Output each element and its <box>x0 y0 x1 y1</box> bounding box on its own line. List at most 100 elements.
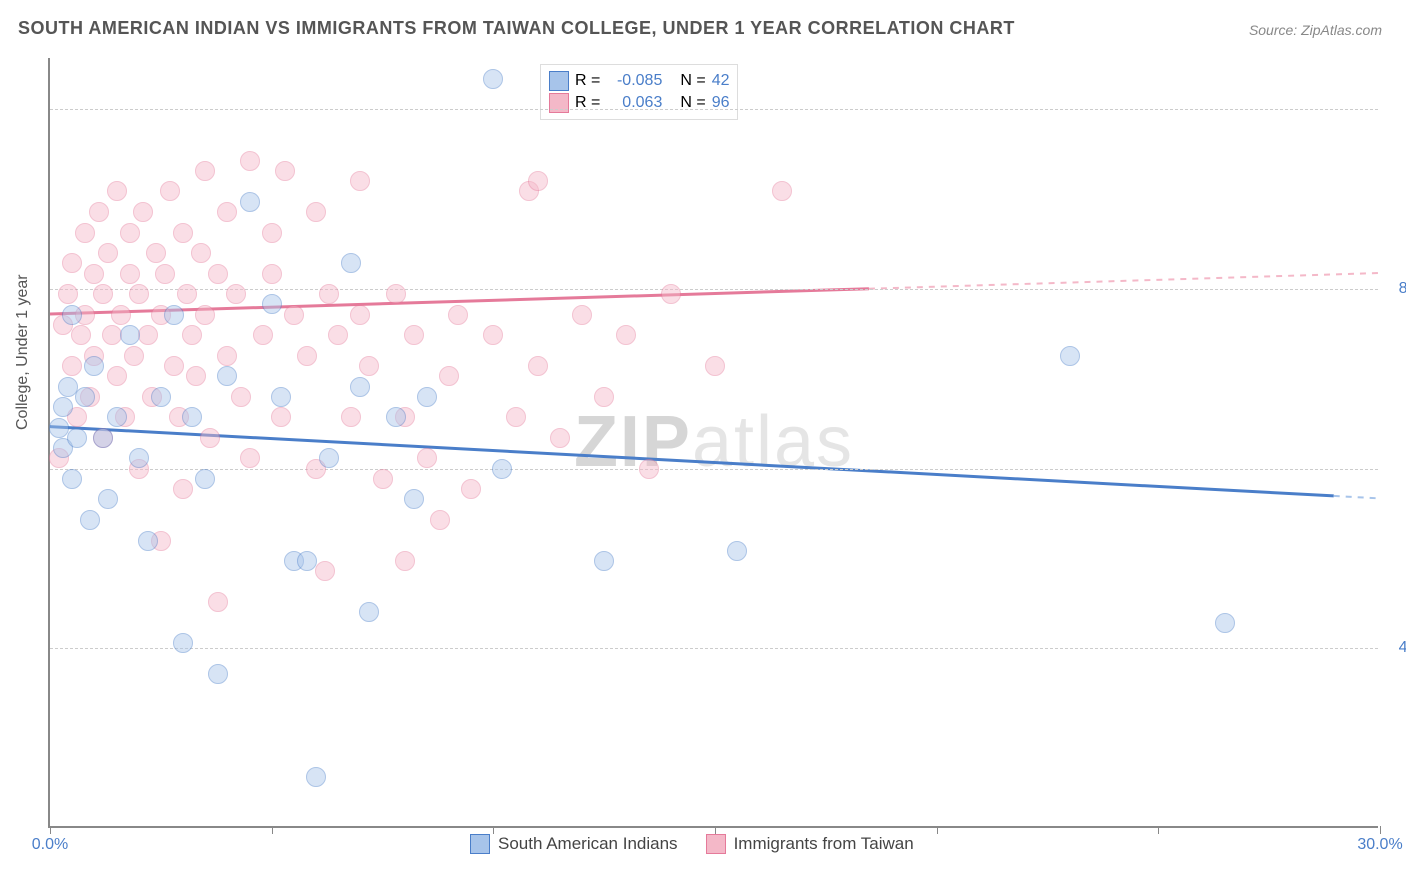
data-point-blue <box>84 356 104 376</box>
data-point-pink <box>164 356 184 376</box>
data-point-blue <box>62 305 82 325</box>
x-tick <box>1380 826 1381 834</box>
data-point-blue <box>217 366 237 386</box>
x-tick-label: 0.0% <box>32 836 68 854</box>
legend-row-blue: R = -0.085 N = 42 <box>549 71 729 91</box>
watermark-rest: atlas <box>692 402 854 482</box>
gridline-horizontal <box>50 648 1378 649</box>
data-point-pink <box>84 264 104 284</box>
data-point-pink <box>271 407 291 427</box>
data-point-pink <box>461 479 481 499</box>
data-point-pink <box>306 202 326 222</box>
data-point-pink <box>483 325 503 345</box>
data-point-blue <box>138 531 158 551</box>
data-point-blue <box>594 551 614 571</box>
data-point-pink <box>253 325 273 345</box>
data-point-pink <box>200 428 220 448</box>
data-point-blue <box>80 510 100 530</box>
data-point-pink <box>550 428 570 448</box>
legend-swatch-blue <box>549 71 569 91</box>
regression-lines-layer <box>50 58 1378 826</box>
data-point-pink <box>341 407 361 427</box>
data-point-pink <box>208 592 228 612</box>
regression-line <box>869 273 1378 289</box>
data-point-blue <box>208 664 228 684</box>
data-point-pink <box>297 346 317 366</box>
data-point-blue <box>306 767 326 787</box>
data-point-pink <box>417 448 437 468</box>
data-point-pink <box>75 223 95 243</box>
data-point-pink <box>439 366 459 386</box>
data-point-pink <box>528 171 548 191</box>
data-point-pink <box>231 387 251 407</box>
data-point-pink <box>71 325 91 345</box>
data-point-blue <box>107 407 127 427</box>
data-point-blue <box>53 397 73 417</box>
data-point-pink <box>572 305 592 325</box>
data-point-pink <box>186 366 206 386</box>
r-value-blue: -0.085 <box>606 72 662 90</box>
data-point-pink <box>386 284 406 304</box>
data-point-pink <box>182 325 202 345</box>
data-point-pink <box>528 356 548 376</box>
chart-title: SOUTH AMERICAN INDIAN VS IMMIGRANTS FROM… <box>18 18 1015 39</box>
data-point-blue <box>182 407 202 427</box>
r-label: R = <box>575 72 600 90</box>
data-point-pink <box>262 264 282 284</box>
data-point-blue <box>319 448 339 468</box>
data-point-blue <box>62 469 82 489</box>
data-point-pink <box>217 346 237 366</box>
data-point-pink <box>319 284 339 304</box>
data-point-pink <box>120 223 140 243</box>
chart-container: SOUTH AMERICAN INDIAN VS IMMIGRANTS FROM… <box>0 0 1406 892</box>
x-tick <box>493 826 494 834</box>
data-point-pink <box>107 366 127 386</box>
data-point-pink <box>328 325 348 345</box>
gridline-horizontal <box>50 109 1378 110</box>
data-point-pink <box>448 305 468 325</box>
legend-label-blue: South American Indians <box>498 834 678 854</box>
data-point-pink <box>107 181 127 201</box>
data-point-pink <box>772 181 792 201</box>
data-point-blue <box>341 253 361 273</box>
data-point-pink <box>62 356 82 376</box>
data-point-pink <box>58 284 78 304</box>
data-point-pink <box>138 325 158 345</box>
data-point-pink <box>173 223 193 243</box>
x-tick <box>715 826 716 834</box>
data-point-blue <box>262 294 282 314</box>
data-point-pink <box>89 202 109 222</box>
data-point-pink <box>111 305 131 325</box>
data-point-pink <box>616 325 636 345</box>
data-point-pink <box>155 264 175 284</box>
legend-item-blue: South American Indians <box>470 834 678 854</box>
x-tick <box>937 826 938 834</box>
data-point-pink <box>395 551 415 571</box>
data-point-pink <box>160 181 180 201</box>
x-tick <box>272 826 273 834</box>
data-point-blue <box>120 325 140 345</box>
data-point-pink <box>217 202 237 222</box>
data-point-pink <box>146 243 166 263</box>
legend-swatch-blue <box>470 834 490 854</box>
y-tick-label: 82.5% <box>1399 280 1406 298</box>
data-point-blue <box>404 489 424 509</box>
data-point-blue <box>164 305 184 325</box>
data-point-pink <box>262 223 282 243</box>
data-point-pink <box>350 171 370 191</box>
legend-label-pink: Immigrants from Taiwan <box>734 834 914 854</box>
data-point-pink <box>191 243 211 263</box>
correlation-legend: R = -0.085 N = 42 R = 0.063 N = 96 <box>540 64 738 120</box>
data-point-pink <box>506 407 526 427</box>
data-point-pink <box>62 253 82 273</box>
watermark: ZIPatlas <box>574 401 854 483</box>
source-attribution: Source: ZipAtlas.com <box>1249 22 1382 38</box>
y-tick-label: 47.5% <box>1399 639 1406 657</box>
data-point-pink <box>208 264 228 284</box>
data-point-blue <box>98 489 118 509</box>
data-point-blue <box>151 387 171 407</box>
data-point-pink <box>177 284 197 304</box>
data-point-pink <box>315 561 335 581</box>
data-point-pink <box>120 264 140 284</box>
data-point-blue <box>492 459 512 479</box>
